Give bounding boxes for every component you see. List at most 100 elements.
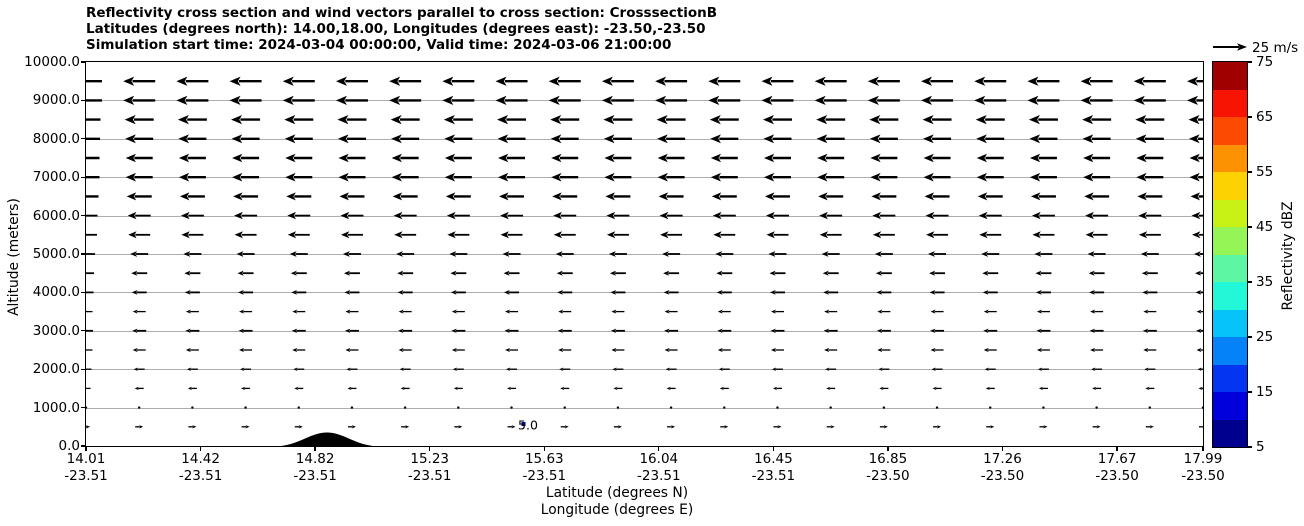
colorbar-tick-mark (1247, 61, 1252, 63)
quiver-key-label: 25 m/s (1252, 40, 1299, 56)
y-tick-label: 3000.0 (32, 322, 80, 339)
x-tick-mark (1116, 446, 1118, 451)
y-tick-mark (81, 291, 86, 294)
colorbar-segment-30-35dBZ (1213, 282, 1247, 310)
x-tick-mark (85, 446, 87, 451)
x-tick-longitude: -23.51 (178, 468, 223, 484)
chart-title: Reflectivity cross section and wind vect… (86, 5, 718, 21)
x-tick-longitude: -23.51 (293, 468, 337, 484)
y-tick-label: 10000.0 (24, 54, 80, 70)
gridline-2000m (86, 369, 1203, 371)
wind-vector-field: 5.0 (86, 76, 1203, 446)
x-tick-longitude: -23.50 (980, 468, 1025, 484)
colorbar-segment-65-70dBZ (1213, 89, 1247, 117)
y-tick-mark (81, 330, 86, 332)
colorbar-tick-mark (1247, 446, 1252, 448)
colorbar-segment-5-10dBZ (1213, 419, 1247, 447)
x-tick-latitude: 15.63 (524, 451, 564, 467)
y-tick-label: 1000.0 (32, 399, 80, 416)
x-tick-latitude: 16.85 (868, 451, 908, 467)
colorbar-tick-label: 5 (1256, 439, 1265, 455)
colorbar-segment-10-15dBZ (1213, 392, 1247, 420)
x-tick-mark (429, 446, 431, 451)
colorbar-segment-55-60dBZ (1213, 144, 1247, 172)
x-tick-longitude: -23.51 (751, 468, 796, 484)
y-tick-label: 6000.0 (32, 207, 80, 224)
x-tick-longitude: -23.50 (1181, 468, 1225, 484)
y-tick-label: 2000.0 (32, 361, 80, 378)
x-axis-title-longitude: Longitude (degrees E) (540, 502, 694, 518)
x-tick-longitude: -23.51 (637, 468, 681, 484)
y-tick-mark (81, 61, 86, 63)
y-tick-mark (81, 445, 86, 447)
gridline-6000m (86, 215, 1203, 217)
x-tick-latitude: 14.82 (295, 451, 335, 467)
colorbar-tick-mark (1247, 336, 1252, 338)
gridline-8000m (86, 138, 1203, 140)
colorbar-tick-mark (1247, 281, 1252, 283)
title-block: Reflectivity cross section and wind vect… (86, 5, 717, 53)
chart-subtitle-latlon: Latitudes (degrees north): 14.00,18.00, … (86, 21, 706, 37)
colorbar-tick-mark (1247, 116, 1252, 118)
y-tick-mark (81, 214, 86, 217)
x-tick-mark (199, 446, 202, 451)
colorbar-tick-mark (1247, 226, 1252, 228)
x-tick-longitude: -23.50 (866, 468, 910, 484)
x-tick-longitude: -23.51 (407, 468, 452, 484)
x-tick-mark (772, 446, 775, 451)
colorbar-segment-45-50dBZ (1213, 199, 1247, 227)
y-tick-label: 0.0 (58, 438, 80, 454)
colorbar-tick-label: 25 (1256, 329, 1274, 345)
colorbar-segment-35-40dBZ (1213, 254, 1247, 282)
colorbar-segment-70-75dBZ (1213, 62, 1247, 90)
x-tick-longitude: -23.51 (522, 468, 567, 484)
x-axis-title-latitude: Latitude (degrees N) (545, 485, 689, 501)
colorbar-tick-label: 35 (1256, 274, 1274, 290)
x-tick-longitude: -23.50 (1095, 468, 1139, 484)
x-tick-latitude: 16.04 (639, 451, 679, 467)
x-tick-latitude: 15.23 (410, 451, 450, 467)
colorbar-segment-50-55dBZ (1213, 172, 1247, 200)
colorbar-tick-mark (1247, 171, 1252, 173)
reflectivity-colorbar (1212, 61, 1248, 448)
x-tick-mark (314, 446, 316, 451)
terrain-profile (280, 432, 374, 446)
x-tick-latitude: 14.42 (181, 451, 220, 467)
gridline-7000m (86, 177, 1203, 179)
y-tick-mark (81, 176, 86, 178)
y-tick-mark (81, 138, 86, 140)
x-tick-mark (658, 446, 660, 451)
x-tick-mark (543, 446, 545, 451)
y-tick-label: 5000.0 (32, 246, 80, 262)
x-tick-latitude: 14.01 (66, 451, 106, 467)
colorbar-title: Reflectivity dBZ (1280, 201, 1296, 311)
y-tick-mark (81, 368, 86, 370)
x-tick-latitude: 17.99 (1183, 451, 1223, 467)
y-axis-title: Altitude (meters) (6, 198, 22, 316)
colorbar-tick-label: 55 (1256, 164, 1274, 180)
reflectivity-contour-marker (521, 422, 526, 426)
gridline-9000m (86, 100, 1203, 102)
y-tick-label: 8000.0 (32, 130, 80, 147)
y-tick-mark (81, 406, 86, 409)
contour-label-5dBZ: 5.0 (518, 418, 538, 433)
colorbar-segment-60-65dBZ (1213, 117, 1247, 145)
colorbar-segment-20-25dBZ (1213, 337, 1247, 365)
colorbar-tick-label: 75 (1256, 54, 1274, 70)
y-tick-mark (81, 99, 86, 102)
x-tick-latitude: 16.45 (754, 451, 793, 467)
x-tick-mark (887, 446, 889, 451)
plot-area: 5.0 (85, 61, 1204, 447)
y-tick-mark (81, 253, 86, 255)
colorbar-tick-label: 45 (1256, 219, 1274, 235)
colorbar-segment-25-30dBZ (1213, 309, 1247, 337)
colorbar-segment-40-45dBZ (1213, 227, 1247, 255)
chart-subtitle-time: Simulation start time: 2024-03-04 00:00:… (86, 37, 672, 53)
gridline-5000m (86, 254, 1203, 255)
y-tick-label: 7000.0 (32, 169, 80, 186)
y-tick-label: 4000.0 (32, 284, 80, 301)
x-tick-mark (1202, 446, 1204, 451)
colorbar-tick-mark (1247, 391, 1252, 393)
gridline-3000m (86, 330, 1203, 332)
